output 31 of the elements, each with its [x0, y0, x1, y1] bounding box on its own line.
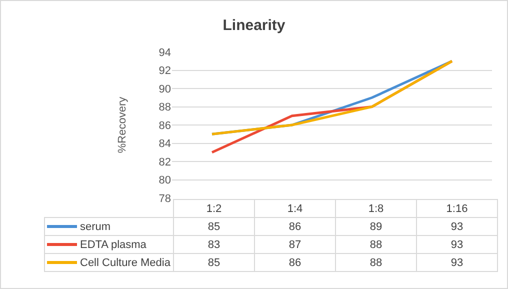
data-label: 86: [254, 254, 336, 272]
y-tick-label: 86: [158, 120, 171, 132]
y-tick-label: 78: [158, 192, 171, 205]
chart-title: Linearity: [222, 17, 286, 34]
x-tick-label: 1:2: [174, 200, 254, 218]
y-tick-label: 94: [158, 46, 171, 59]
data-label: 93: [416, 254, 498, 272]
y-tick-label: 92: [158, 65, 171, 78]
legend-label: Cell Culture Media: [44, 254, 174, 272]
data-label: 89: [336, 218, 416, 236]
y-tick-label: 90: [158, 83, 171, 96]
x-tick-label: 1:16: [416, 200, 498, 218]
y-tick-label: 84: [158, 138, 171, 150]
y-tick-label: 88: [158, 102, 171, 114]
data-label: 86: [254, 218, 336, 236]
x-tick-label: 1:4: [254, 200, 336, 218]
data-label: 88: [336, 236, 416, 254]
data-label: 93: [416, 236, 498, 254]
y-tick-label: 80: [158, 174, 171, 187]
legend-label: EDTA plasma: [44, 236, 174, 254]
legend-label: serum: [44, 218, 174, 236]
y-tick-label: 82: [158, 156, 171, 168]
data-label: 83: [174, 236, 254, 254]
y-axis-title: %Recovery: [116, 96, 128, 154]
data-label: 88: [336, 254, 416, 272]
data-label: 87: [254, 236, 336, 254]
data-label: 85: [174, 254, 254, 272]
data-label: 85: [174, 218, 254, 236]
data-label: 93: [416, 218, 498, 236]
line-series: [210, 60, 454, 136]
x-tick-label: 1:8: [336, 200, 416, 218]
